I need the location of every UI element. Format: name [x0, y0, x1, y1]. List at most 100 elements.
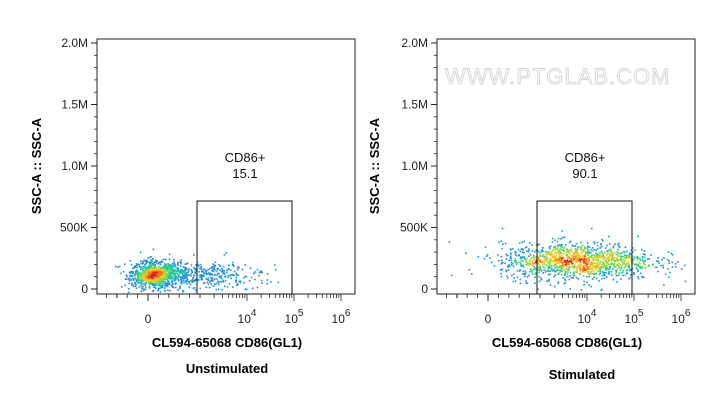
scatter-dot [554, 248, 557, 250]
scatter-dot [157, 268, 159, 271]
scatter-dot [569, 271, 572, 274]
scatter-dot [211, 280, 213, 282]
scatter-dot [219, 275, 221, 278]
scatter-dot [224, 275, 227, 278]
scatter-dot [576, 254, 579, 256]
scatter-dot [526, 262, 529, 265]
scatter-dot [162, 285, 164, 287]
scatter-dot [143, 265, 146, 268]
scatter-dot [180, 259, 183, 261]
scatter-dot [572, 265, 574, 268]
scatter-dot [584, 257, 586, 259]
scatter-dot [596, 263, 599, 266]
scatter-dot [578, 255, 581, 257]
scatter-dot [497, 259, 500, 262]
x-tick-label: 106 [672, 308, 691, 326]
scatter-dot [144, 284, 146, 286]
scatter-dot [160, 261, 163, 263]
scatter-dot [535, 258, 537, 261]
scatter-dot [157, 289, 159, 292]
scatter-dot [549, 284, 552, 286]
scatter-dot [256, 286, 259, 289]
scatter-dot [219, 280, 222, 283]
scatter-dot [598, 268, 601, 271]
scatter-dot [570, 248, 572, 251]
scatter-dot [177, 289, 179, 291]
scatter-dot [222, 272, 224, 275]
scatter-dot [519, 262, 522, 264]
scatter-dot [186, 277, 188, 280]
scatter-dot [216, 278, 218, 280]
scatter-dot [541, 255, 544, 257]
scatter-dot [590, 268, 592, 270]
scatter-dot [145, 276, 148, 279]
scatter-dot [190, 279, 192, 282]
scatter-dot [583, 248, 585, 251]
scatter-dot [614, 272, 617, 275]
scatter-dot [176, 270, 179, 273]
scatter-dot [500, 263, 503, 265]
scatter-dot [597, 253, 599, 256]
scatter-dot [522, 266, 525, 268]
scatter-dot [641, 258, 644, 260]
scatter-dot [616, 274, 618, 277]
scatter-dot [148, 267, 150, 269]
scatter-dot [640, 275, 643, 278]
scatter-dot [168, 265, 171, 267]
scatter-dot [223, 285, 226, 288]
scatter-dot [568, 260, 571, 262]
scatter-dot [618, 272, 621, 274]
scatter-dot [514, 257, 516, 260]
scatter-dot [569, 253, 572, 256]
scatter-dot [589, 268, 591, 271]
scatter-dot [205, 286, 208, 289]
scatter-dot [662, 264, 664, 267]
scatter-dot [591, 278, 594, 280]
scatter-dot [610, 255, 613, 257]
scatter-dot [562, 263, 564, 266]
scatter-dot [270, 281, 272, 283]
scatter-dot [514, 280, 517, 282]
scatter-dot [173, 264, 176, 266]
scatter-dot [232, 274, 234, 276]
scatter-dot [563, 247, 565, 250]
scatter-dot [520, 263, 522, 266]
scatter-dot [543, 257, 545, 259]
scatter-dot [551, 260, 553, 262]
scatter-dot [538, 269, 541, 272]
scatter-dot [159, 264, 161, 266]
scatter-dot [557, 244, 559, 247]
scatter-dot [206, 281, 209, 284]
scatter-dot [621, 261, 624, 263]
scatter-dot [142, 283, 145, 285]
scatter-dot [583, 262, 585, 264]
scatter-dot [554, 274, 556, 276]
scatter-dot [677, 261, 679, 263]
scatter-dot [547, 261, 549, 263]
scatter-dot [164, 258, 167, 261]
scatter-dot [590, 267, 593, 269]
scatter-dot [122, 271, 125, 273]
scatter-dot [657, 270, 659, 273]
scatter-dot [560, 273, 563, 276]
scatter-dot [619, 264, 621, 266]
scatter-dot [518, 270, 521, 272]
scatter-dot [618, 266, 620, 269]
scatter-dot [133, 273, 136, 276]
scatter-dot [134, 285, 137, 287]
scatter-dot [583, 284, 585, 286]
scatter-dot [606, 267, 609, 270]
scatter-dot [140, 280, 142, 282]
scatter-dot [177, 273, 179, 276]
scatter-dot [586, 271, 589, 273]
scatter-dot [164, 284, 166, 287]
scatter-dot [218, 264, 220, 266]
scatter-dot [638, 261, 640, 263]
scatter-dot [636, 259, 639, 261]
scatter-dot [587, 272, 590, 274]
scatter-dot [625, 272, 628, 274]
scatter-dot [573, 274, 576, 277]
scatter-dot [143, 271, 145, 273]
scatter-dot [588, 284, 590, 286]
scatter-dot [574, 261, 577, 263]
